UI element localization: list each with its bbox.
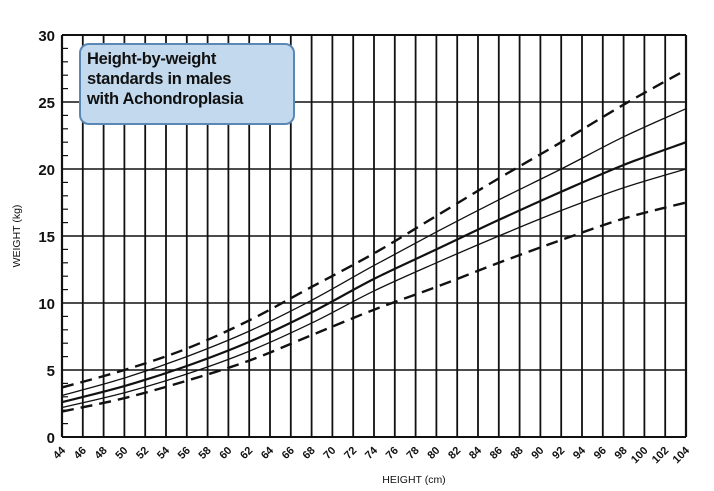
x-tick-label: 82 <box>446 445 463 462</box>
x-tick-label: 84 <box>467 444 485 462</box>
x-tick-label: 96 <box>592 445 609 462</box>
y-tick-label: 0 <box>47 430 55 447</box>
x-tick-label: 88 <box>509 445 526 462</box>
x-tick-label: 56 <box>176 445 193 462</box>
x-tick-label: 104 <box>671 444 693 466</box>
x-tick-label: 48 <box>93 445 110 462</box>
chart-title-line: Height-by-weight <box>87 50 217 68</box>
chart-title-box: Height-by-weight standards in males with… <box>79 43 295 125</box>
series-line-upper-dashed <box>61 68 687 389</box>
x-tick-label: 100 <box>629 445 650 466</box>
x-tick-label: 68 <box>301 445 318 462</box>
series-line-lower-solid <box>61 168 687 409</box>
y-tick-label: 15 <box>38 229 55 246</box>
chart-title-line: with Achondroplasia <box>87 90 243 108</box>
chart-title-line: standards in males <box>87 70 232 88</box>
series-line-lower-dashed <box>61 201 687 413</box>
y-tick-label: 5 <box>47 363 55 380</box>
y-tick-label: 20 <box>38 162 55 179</box>
x-tick-label: 62 <box>238 445 255 462</box>
x-tick-label: 90 <box>529 445 546 462</box>
y-tick-label: 25 <box>38 95 55 112</box>
x-tick-label: 92 <box>550 445 567 462</box>
x-tick-label: 46 <box>72 445 89 462</box>
x-tick-label: 64 <box>259 444 277 462</box>
y-axis-label: WEIGHT (kg) <box>11 205 23 268</box>
x-tick-label: 78 <box>405 445 422 462</box>
x-tick-label: 66 <box>280 445 297 462</box>
y-tick-label: 30 <box>38 28 55 45</box>
x-tick-label: 54 <box>155 444 173 462</box>
x-tick-label: 58 <box>197 445 214 462</box>
x-tick-label: 94 <box>571 444 589 462</box>
x-tick-label: 60 <box>217 445 234 462</box>
x-tick-label: 52 <box>134 445 151 462</box>
x-axis-label: HEIGHT (cm) <box>382 474 445 486</box>
x-tick-label: 72 <box>342 445 359 462</box>
x-tick-label: 80 <box>425 445 442 462</box>
y-tick-label: 10 <box>38 296 55 313</box>
x-tick-label: 98 <box>613 445 630 462</box>
x-tick-label: 76 <box>384 445 401 462</box>
x-tick-label: 86 <box>488 445 505 462</box>
series-line-upper-solid <box>61 108 687 397</box>
x-tick-label: 102 <box>650 445 671 466</box>
x-tick-label: 70 <box>321 445 338 462</box>
series-line-median <box>61 141 687 404</box>
x-tick-label: 50 <box>113 445 130 462</box>
x-tick-label: 74 <box>363 444 381 462</box>
